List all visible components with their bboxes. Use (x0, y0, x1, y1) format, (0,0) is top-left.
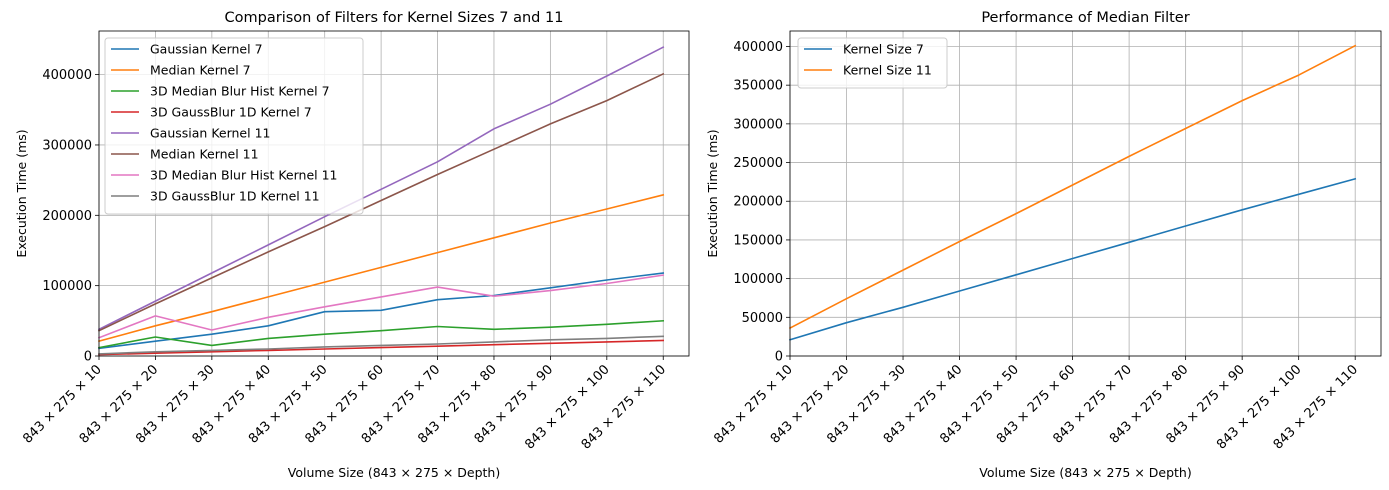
legend-label: 3D Median Blur Hist Kernel 11 (150, 168, 337, 183)
series-line (97, 274, 665, 339)
series-line (789, 177, 1357, 341)
legend-label: Median Kernel 7 (150, 63, 251, 78)
series-line (98, 339, 665, 356)
y-tick-label: 400000 (42, 68, 92, 83)
y-tick-label: 400000 (733, 40, 783, 55)
legend-label: Kernel Size 7 (843, 42, 924, 57)
chart-title: Comparison of Filters for Kernel Sizes 7… (225, 10, 564, 26)
y-tick-label: 50000 (742, 311, 783, 326)
y-tick-label: 100000 (42, 279, 92, 294)
legend-label: 3D Median Blur Hist Kernel 7 (150, 84, 330, 99)
y-tick-label: 300000 (42, 138, 92, 153)
y-tick-label: 0 (775, 350, 783, 365)
chart-title: Performance of Median Filter (981, 10, 1189, 26)
series-line (98, 319, 665, 349)
plot-frame (98, 30, 690, 357)
legend-box (797, 37, 948, 89)
legend-label: Gaussian Kernel 7 (150, 42, 263, 57)
y-tick-label: 100000 (733, 272, 783, 287)
y-tick-label: 250000 (733, 156, 783, 171)
legend-label: 3D GaussBlur 1D Kernel 7 (150, 105, 312, 120)
series-line (98, 193, 665, 343)
series-line (98, 272, 665, 350)
legend-label: Median Kernel 11 (150, 147, 259, 162)
y-tick-label: 0 (84, 350, 92, 365)
x-axis-label: Volume Size (843 × 275 × Depth) (979, 465, 1191, 480)
y-tick-label: 200000 (42, 209, 92, 224)
y-axis-label: Execution Time (ms) (14, 129, 29, 257)
x-axis-label: Volume Size (843 × 275 × Depth) (288, 465, 500, 480)
y-tick-label: 200000 (733, 195, 783, 210)
y-axis-label: Execution Time (ms) (705, 129, 720, 257)
legend-label: Gaussian Kernel 11 (150, 126, 270, 141)
y-tick-label: 150000 (733, 233, 783, 248)
series-line (98, 335, 665, 355)
y-tick-label: 300000 (733, 117, 783, 132)
series-line (97, 46, 665, 331)
chart-panel-2: 0 50000 100000 150000 200000 250000 300000 3500… (705, 10, 1382, 480)
series-line (788, 44, 1357, 330)
plot-frame (789, 30, 1382, 357)
legend-box (104, 37, 364, 215)
legend-label: Kernel Size 11 (843, 63, 932, 78)
y-tick-label: 350000 (733, 79, 783, 94)
legend-label: 3D GaussBlur 1D Kernel 11 (150, 189, 320, 204)
series-line (97, 72, 665, 332)
